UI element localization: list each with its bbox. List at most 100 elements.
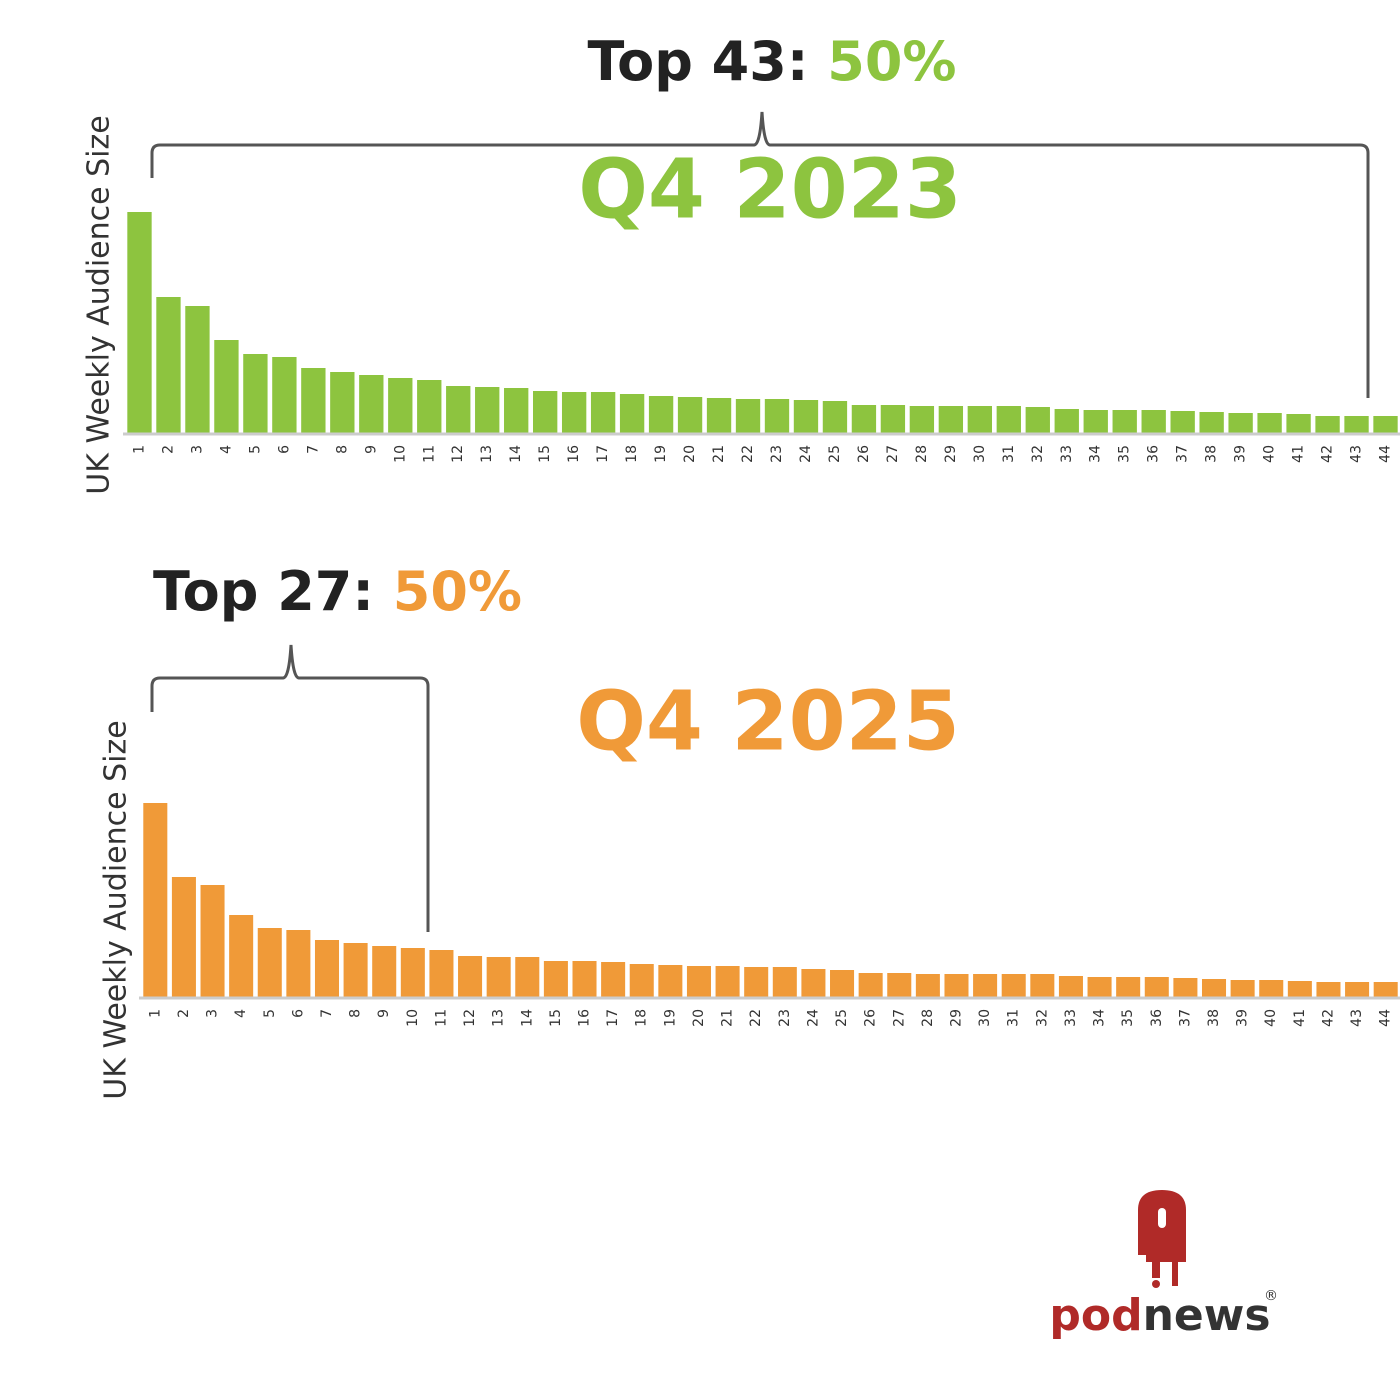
x-tick-label: 14 xyxy=(508,445,524,463)
x-tick-label: 41 xyxy=(1291,445,1307,463)
x-tick-label: 35 xyxy=(1117,445,1133,463)
bar xyxy=(372,946,397,997)
x-tick-label: 13 xyxy=(491,1009,507,1027)
x-tick-label: 29 xyxy=(948,1009,964,1027)
x-tick-label: 2 xyxy=(176,1009,192,1018)
x-tick-label: 38 xyxy=(1206,1009,1222,1027)
x-tick-label: 20 xyxy=(682,445,698,463)
bar xyxy=(458,956,483,997)
bar xyxy=(1287,981,1312,997)
x-tick-label: 10 xyxy=(392,445,408,463)
bar xyxy=(1201,979,1227,997)
bar xyxy=(973,974,998,997)
logo-shape xyxy=(1138,1190,1186,1286)
bar xyxy=(909,406,935,433)
bar xyxy=(1315,416,1340,433)
bar xyxy=(851,405,877,433)
bar xyxy=(1058,976,1083,997)
x-tick-label: 6 xyxy=(290,1009,306,1018)
bar xyxy=(515,957,540,997)
x-tick-label: 12 xyxy=(462,1009,478,1027)
x-tick-label: 9 xyxy=(376,1009,392,1018)
bar xyxy=(1286,414,1311,433)
bar xyxy=(1083,410,1108,433)
bar xyxy=(1170,411,1195,433)
logo-mark: ® xyxy=(1264,1288,1278,1304)
bar xyxy=(429,950,454,997)
bar xyxy=(648,396,674,433)
x-tick-label: 42 xyxy=(1320,445,1336,463)
x-tick-label: 35 xyxy=(1120,1009,1136,1027)
annotation: Top 43: 50% xyxy=(587,30,956,93)
bar xyxy=(1141,410,1166,433)
bar xyxy=(543,961,568,997)
bar xyxy=(996,406,1021,433)
x-tick-label: 31 xyxy=(1001,445,1017,463)
x-tick-label: 4 xyxy=(233,1009,249,1018)
x-tick-label: 24 xyxy=(805,1009,821,1027)
x-tick-label: 34 xyxy=(1088,445,1104,463)
bar xyxy=(793,400,819,433)
x-tick-label: 43 xyxy=(1349,1009,1365,1027)
logo-part: news xyxy=(1143,1290,1271,1341)
bar xyxy=(1344,416,1369,433)
logo-part: pod xyxy=(1049,1290,1142,1341)
x-tick-label: 44 xyxy=(1378,445,1394,463)
bar xyxy=(243,354,268,433)
x-tick-label: 17 xyxy=(605,1009,621,1027)
x-tick-label: 40 xyxy=(1262,445,1278,463)
bracket xyxy=(150,111,1370,398)
x-tick-label: 14 xyxy=(519,1009,535,1027)
bar xyxy=(417,380,442,433)
bar xyxy=(1112,410,1137,433)
logo-cutout xyxy=(1158,1208,1166,1228)
x-tick-label: 2 xyxy=(160,445,176,454)
annotation-label: Top 27: xyxy=(153,560,374,623)
x-tick-label: 1 xyxy=(131,445,147,454)
x-tick-label: 21 xyxy=(711,445,727,463)
chart-title: Q4 2025 xyxy=(576,674,960,769)
x-tick-label: 19 xyxy=(662,1009,678,1027)
x-tick-label: 21 xyxy=(720,1009,736,1027)
annotation: Top 27: 50% xyxy=(153,560,522,623)
x-tick-label: 31 xyxy=(1006,1009,1022,1027)
bar xyxy=(944,974,969,997)
x-tick-label: 38 xyxy=(1204,445,1220,463)
bar xyxy=(1373,416,1398,433)
bar xyxy=(1257,413,1282,433)
bar xyxy=(735,399,761,433)
bar xyxy=(400,948,425,997)
bar xyxy=(1230,980,1255,997)
x-tick-label: 26 xyxy=(863,1009,879,1027)
annotation-value: 50% xyxy=(827,30,956,93)
bar xyxy=(967,406,992,433)
logo-icon xyxy=(1138,1190,1186,1288)
bar xyxy=(1173,978,1198,997)
bar xyxy=(1373,982,1398,997)
bar xyxy=(658,965,683,997)
bar xyxy=(706,398,732,433)
bar xyxy=(880,405,906,433)
x-tick-label: 3 xyxy=(205,1009,221,1018)
bar xyxy=(915,974,940,997)
x-tick-label: 25 xyxy=(827,445,843,463)
bar xyxy=(301,368,326,433)
x-tick-label: 27 xyxy=(885,445,901,463)
x-tick-label: 39 xyxy=(1235,1009,1251,1027)
x-tick-label: 7 xyxy=(305,445,321,454)
bar xyxy=(561,392,587,433)
x-tick-label: 12 xyxy=(450,445,466,463)
bar xyxy=(272,357,297,433)
bar xyxy=(1228,413,1253,433)
bar xyxy=(772,967,797,997)
x-tick-label: 25 xyxy=(834,1009,850,1027)
x-tick-label: 5 xyxy=(262,1009,278,1018)
bar xyxy=(330,372,355,433)
bar xyxy=(629,964,654,997)
bar xyxy=(1259,980,1284,997)
x-tick-label: 37 xyxy=(1177,1009,1193,1027)
chart-title: Q4 2023 xyxy=(578,142,962,237)
bar xyxy=(801,969,826,997)
bar xyxy=(156,297,181,433)
